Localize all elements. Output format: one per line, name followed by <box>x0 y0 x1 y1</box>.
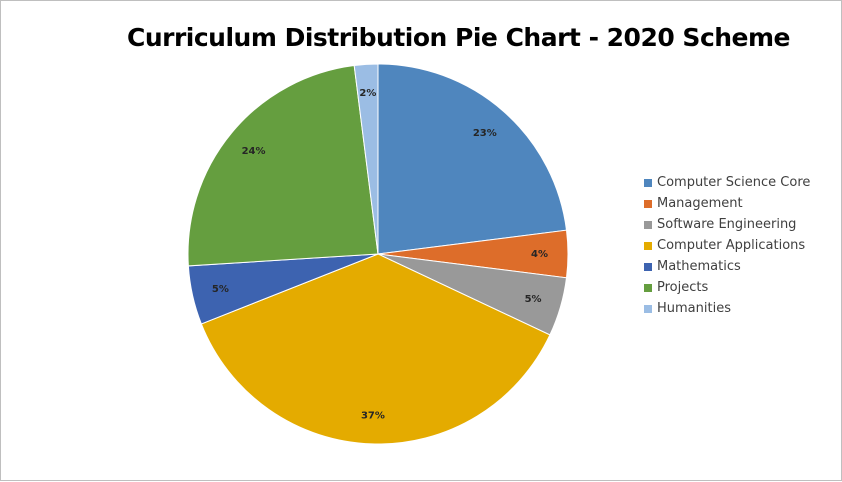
legend-label: Software Engineering <box>657 217 797 232</box>
legend-swatch <box>644 283 652 292</box>
data-label-projects: 24% <box>242 146 266 157</box>
legend-item-software-engineering: Software Engineering <box>644 214 810 235</box>
legend-item-humanities: Humanities <box>644 298 810 319</box>
legend-item-management: Management <box>644 193 810 214</box>
legend-label: Computer Applications <box>657 238 806 253</box>
legend-item-projects: Projects <box>644 277 810 298</box>
legend-swatch <box>644 220 652 229</box>
legend-swatch <box>644 241 652 250</box>
legend-label: Humanities <box>657 301 731 316</box>
legend-item-mathematics: Mathematics <box>644 256 810 277</box>
pie-slice-projects <box>187 64 379 267</box>
legend-label: Computer Science Core <box>657 175 811 190</box>
data-label-computer-science-core: 23% <box>473 128 497 139</box>
data-label-humanities: 2% <box>359 88 376 99</box>
legend-swatch <box>644 178 652 187</box>
pie-slice-humanities <box>353 63 379 255</box>
legend-swatch <box>644 262 652 271</box>
legend-label: Management <box>657 196 743 211</box>
legend-item-computer-applications: Computer Applications <box>644 235 810 256</box>
chart-title: Curriculum Distribution Pie Chart - 2020… <box>126 23 791 52</box>
legend-label: Mathematics <box>657 259 741 274</box>
pie-slice-computer-science-core <box>377 63 568 255</box>
data-label-computer-applications: 37% <box>361 410 385 421</box>
pie-slice-computer-applications <box>200 253 551 445</box>
chart-legend: Computer Science Core Management Software … <box>644 172 810 319</box>
data-label-software-engineering: 5% <box>525 294 542 305</box>
legend-swatch <box>644 304 652 313</box>
legend-item-computer-science-core: Computer Science Core <box>644 172 810 193</box>
data-label-mathematics: 5% <box>212 284 229 295</box>
legend-label: Projects <box>657 280 709 295</box>
data-label-management: 4% <box>531 249 548 260</box>
legend-swatch <box>644 199 652 208</box>
